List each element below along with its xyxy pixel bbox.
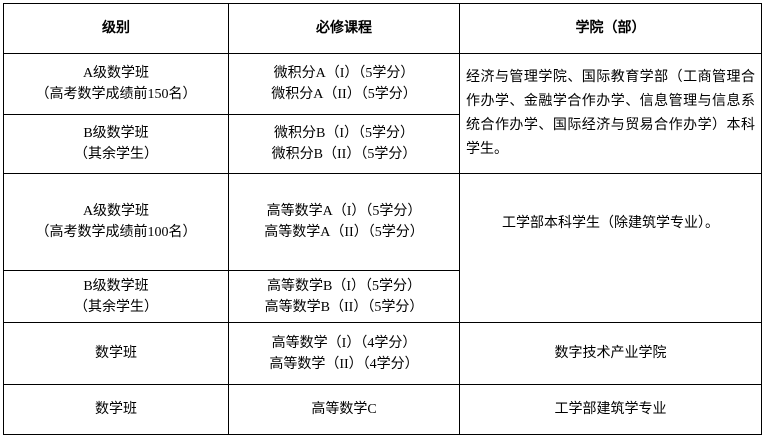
- level-cell: A级数学班 （高考数学成绩前150名）: [3, 53, 229, 115]
- level-cell: 数学班: [3, 322, 229, 385]
- college-cell: 经济与管理学院、国际教育学部（工商管理合作办学、金融学合作办学、信息管理与信息系…: [459, 53, 762, 174]
- header-courses: 必修课程: [228, 3, 460, 54]
- table-row: 数学班 高等数学C 工学部建筑学专业: [3, 384, 762, 435]
- header-row: 级别 必修课程 学院（部）: [3, 3, 762, 54]
- courses-cell: 高等数学C: [228, 384, 460, 435]
- level-cell: B级数学班 （其余学生）: [3, 114, 229, 174]
- course: 高等数学（I）（4学分）: [271, 335, 417, 351]
- level-name: A级数学班: [82, 204, 150, 219]
- table-row: A级数学班 （高考数学成绩前150名） 微积分A（I）（5学分） 微积分A（II）（…: [3, 53, 762, 174]
- level-cell: 数学班: [3, 384, 229, 435]
- college-cell: 数字技术产业学院: [459, 322, 762, 385]
- course: 高等数学（II）（4学分）: [269, 356, 419, 372]
- level-cell: A级数学班 （高考数学成绩前100名）: [3, 173, 229, 271]
- level-note: （其余学生）: [74, 147, 158, 162]
- header-level: 级别: [3, 3, 229, 54]
- table-row: B级数学班 （其余学生） 微积分B（I）（5学分） 微积分B（II）（5学分）: [3, 114, 762, 174]
- table-row: B级数学班 （其余学生） 高等数学B（I）（5学分） 高等数学B（II）（5学分）: [3, 270, 762, 323]
- courses-cell: 高等数学B（I）（5学分） 高等数学B（II）（5学分）: [228, 270, 460, 323]
- courses-cell: 微积分B（I）（5学分） 微积分B（II）（5学分）: [228, 114, 460, 174]
- course-table: 级别 必修课程 学院（部） A级数学班 （高考数学成绩前150名） 微积分A（I）…: [3, 3, 762, 435]
- level-name: A级数学班: [82, 66, 150, 81]
- level-note: （高考数学成绩前100名）: [35, 225, 197, 240]
- table-row: A级数学班 （高考数学成绩前100名） 高等数学A（I）（5学分） 高等数学A（II…: [3, 173, 762, 323]
- header-college: 学院（部）: [459, 3, 762, 54]
- course: 微积分B（I）（5学分）: [274, 126, 414, 141]
- course: 微积分B（II）（5学分）: [271, 147, 417, 162]
- courses-cell: 高等数学A（I）（5学分） 高等数学A（II）（5学分）: [228, 173, 460, 271]
- courses-cell: 高等数学（I）（4学分） 高等数学（II）（4学分）: [228, 322, 460, 385]
- college-cell: 工学部本科学生（除建筑学专业）。: [459, 173, 762, 323]
- level-name: B级数学班: [83, 126, 149, 141]
- level-note: （其余学生）: [74, 299, 158, 315]
- college-cell: 工学部建筑学专业: [459, 384, 762, 435]
- course: 微积分A（II）（5学分）: [271, 87, 417, 102]
- level-name: B级数学班: [83, 278, 149, 294]
- course: 高等数学A（II）（5学分）: [264, 225, 424, 240]
- course: 高等数学A（I）（5学分）: [266, 204, 422, 219]
- course: 微积分A（I）（5学分）: [273, 66, 415, 81]
- table-row: 数学班 高等数学（I）（4学分） 高等数学（II）（4学分） 数字技术产业学院: [3, 322, 762, 385]
- level-note: （高考数学成绩前150名）: [35, 87, 197, 102]
- course: 高等数学B（II）（5学分）: [264, 299, 424, 315]
- level-cell: B级数学班 （其余学生）: [3, 270, 229, 323]
- course: 高等数学B（I）（5学分）: [267, 278, 421, 294]
- courses-cell: 微积分A（I）（5学分） 微积分A（II）（5学分）: [228, 53, 460, 115]
